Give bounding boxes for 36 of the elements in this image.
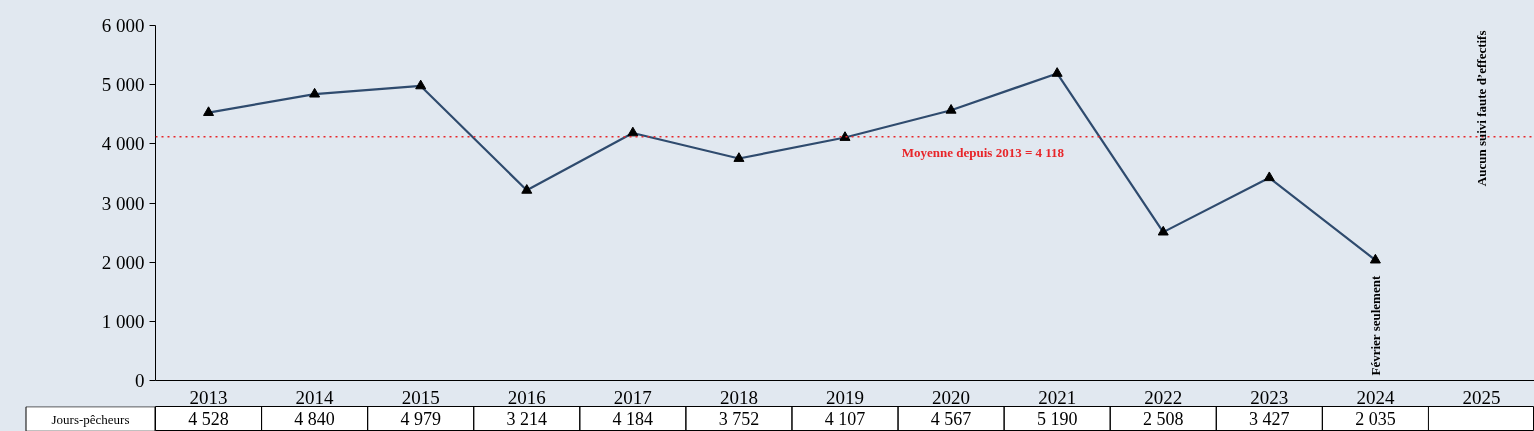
- x-tick-label: 2020: [932, 386, 971, 408]
- x-tick-label: 2013: [189, 386, 228, 408]
- data-label: 4 840: [294, 409, 335, 429]
- text: Jours-pêcheurs: [51, 411, 130, 427]
- data-label: 3 427: [1249, 409, 1290, 429]
- data-label: 4 528: [188, 409, 229, 429]
- x-tick-label: 2014: [295, 386, 335, 408]
- y-tick-label: 1 000: [101, 310, 145, 332]
- x-tick-label: 2016: [507, 386, 546, 408]
- data-label: 3 752: [718, 409, 760, 429]
- data-label: 4 979: [400, 409, 441, 429]
- x-tick-label: 2024: [1356, 386, 1395, 408]
- y-tick-label: 3 000: [101, 192, 145, 214]
- x-tick-label: 2019: [826, 386, 864, 408]
- data-label: 3 214: [506, 409, 548, 429]
- data-label: 2 508: [1142, 409, 1184, 429]
- x-tick-label: 2015: [401, 386, 440, 408]
- annotation: Aucun suivi faute d’effectifs: [1473, 30, 1489, 187]
- y-tick-label: 4 000: [101, 133, 145, 155]
- annotation: Février seulement: [1367, 275, 1383, 376]
- y-tick-label: 5 000: [101, 74, 145, 96]
- x-tick-label: 2023: [1250, 386, 1289, 408]
- data-label: 4 567: [930, 409, 972, 429]
- y-tick-label: 6 000: [101, 15, 145, 36]
- ref-line-label: Moyenne depuis 2013 = 4 118: [901, 144, 1065, 160]
- y-tick-label: 0: [135, 370, 145, 391]
- y-tick-label: 2 000: [101, 251, 145, 273]
- data-label: 4 107: [824, 409, 866, 429]
- data-label: 2 035: [1355, 409, 1396, 429]
- x-tick-label: 2018: [719, 386, 758, 408]
- x-tick-label: 2021: [1038, 386, 1077, 408]
- data-label: 4 184: [612, 409, 654, 429]
- x-tick-label: 2025: [1462, 386, 1501, 408]
- data-label: 5 190: [1036, 409, 1078, 429]
- x-tick-label: 2022: [1144, 386, 1183, 408]
- x-tick-label: 2017: [613, 386, 652, 408]
